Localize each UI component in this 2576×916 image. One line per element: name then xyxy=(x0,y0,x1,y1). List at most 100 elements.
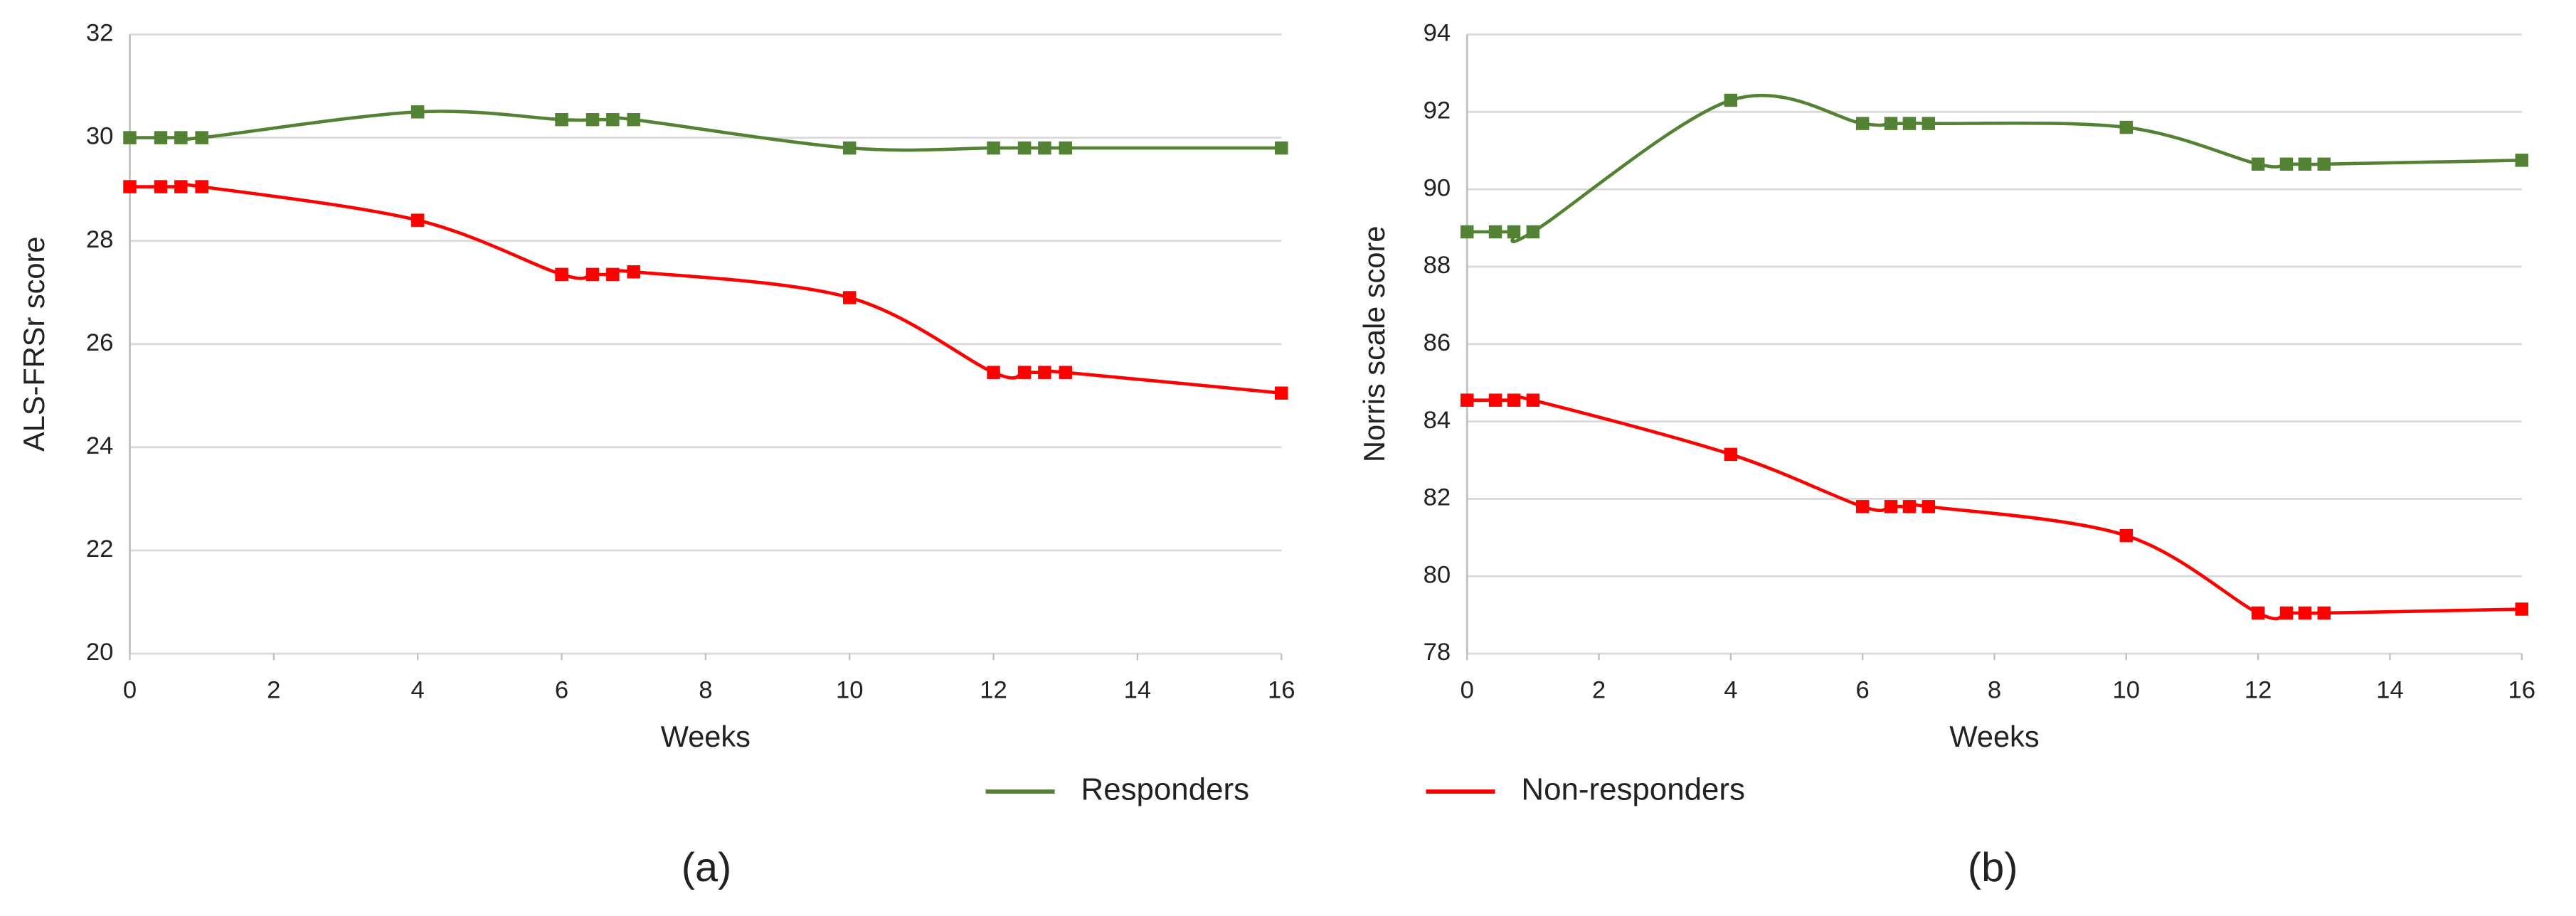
data-point xyxy=(2317,157,2331,171)
data-point xyxy=(410,105,425,119)
data-point xyxy=(2251,157,2265,171)
y-tick-label: 84 xyxy=(1424,407,1451,434)
x-tick-label: 4 xyxy=(411,676,425,703)
data-point xyxy=(555,267,568,282)
data-point xyxy=(987,141,1000,155)
data-point xyxy=(1488,225,1502,239)
x-tick-label: 2 xyxy=(267,676,280,703)
y-tick-label: 92 xyxy=(1424,97,1451,124)
data-point xyxy=(2119,528,2134,543)
data-point xyxy=(1922,500,1936,513)
data-point xyxy=(1855,117,1870,130)
data-point xyxy=(987,366,1000,379)
data-point xyxy=(154,131,168,144)
y-tick-label: 28 xyxy=(86,226,114,253)
data-point xyxy=(585,112,600,127)
legend-label: Non-responders xyxy=(1521,772,1745,807)
data-point xyxy=(2317,606,2331,620)
data-point xyxy=(1526,225,1540,239)
y-tick-label: 20 xyxy=(86,639,114,666)
x-tick-label: 12 xyxy=(2244,676,2272,703)
y-axis-label: ALS-FRSr score xyxy=(17,237,51,452)
data-point xyxy=(1038,141,1051,155)
x-tick-label: 10 xyxy=(2113,676,2141,703)
data-point xyxy=(1507,225,1521,239)
data-point xyxy=(2515,154,2529,167)
data-point xyxy=(1460,225,1474,239)
y-tick-label: 24 xyxy=(86,432,114,459)
data-point xyxy=(585,267,600,282)
y-tick-label: 26 xyxy=(86,329,114,356)
data-point xyxy=(1488,393,1502,407)
data-point xyxy=(2251,606,2265,620)
data-point xyxy=(2119,120,2134,134)
x-tick-label: 0 xyxy=(1461,676,1474,703)
data-point xyxy=(555,112,568,127)
data-point xyxy=(1902,117,1917,130)
data-point xyxy=(174,180,188,193)
data-point xyxy=(123,131,137,144)
x-tick-label: 8 xyxy=(699,676,712,703)
panel-label: (a) xyxy=(682,845,732,890)
panel-label: (b) xyxy=(1968,845,2018,890)
series-line xyxy=(129,182,1282,395)
data-point xyxy=(842,141,857,155)
data-point xyxy=(2279,606,2294,620)
x-tick-label: 0 xyxy=(123,676,137,703)
data-point xyxy=(1017,366,1032,379)
y-tick-label: 22 xyxy=(86,536,114,563)
data-point xyxy=(1038,366,1051,379)
data-point xyxy=(842,291,857,304)
x-tick-label: 2 xyxy=(1592,676,1606,703)
data-point xyxy=(1902,500,1917,513)
data-point xyxy=(627,112,640,127)
data-point xyxy=(1724,447,1738,462)
data-point xyxy=(1526,393,1540,407)
data-point xyxy=(1922,117,1936,130)
y-tick-label: 30 xyxy=(86,123,114,150)
data-point xyxy=(410,213,425,227)
x-tick-label: 6 xyxy=(1856,676,1870,703)
x-tick-label: 10 xyxy=(836,676,864,703)
y-tick-label: 32 xyxy=(86,20,114,47)
x-tick-label: 12 xyxy=(980,676,1007,703)
data-point xyxy=(606,112,620,127)
data-point xyxy=(1275,386,1288,400)
data-point xyxy=(2515,602,2529,616)
data-point xyxy=(1884,500,1898,513)
data-point xyxy=(1017,141,1032,155)
data-point xyxy=(1059,141,1072,155)
data-point xyxy=(123,180,137,193)
x-tick-label: 16 xyxy=(1268,676,1295,703)
data-point xyxy=(1884,117,1898,130)
data-point xyxy=(1059,366,1072,379)
x-tick-label: 14 xyxy=(2376,676,2404,703)
series-line xyxy=(129,110,1282,152)
data-point xyxy=(174,131,188,144)
data-point xyxy=(195,180,208,193)
x-tick-label: 14 xyxy=(1124,676,1152,703)
y-tick-label: 88 xyxy=(1424,252,1451,279)
data-point xyxy=(1724,93,1738,107)
y-tick-label: 94 xyxy=(1424,20,1451,47)
data-point xyxy=(1460,393,1474,407)
data-point xyxy=(2279,157,2294,171)
x-tick-label: 8 xyxy=(1988,676,2001,703)
data-point xyxy=(154,180,168,193)
series-line xyxy=(1467,93,2522,243)
x-axis-label: Weeks xyxy=(661,720,751,753)
data-point xyxy=(1855,500,1870,513)
y-tick-label: 86 xyxy=(1424,329,1451,356)
data-point xyxy=(1275,141,1288,155)
y-tick-label: 78 xyxy=(1424,639,1451,666)
x-tick-label: 4 xyxy=(1724,676,1737,703)
data-point xyxy=(2298,157,2312,171)
data-point xyxy=(195,131,208,144)
y-tick-label: 80 xyxy=(1424,561,1451,588)
data-point xyxy=(1507,393,1521,407)
data-point xyxy=(606,267,620,282)
data-point xyxy=(627,265,640,279)
y-axis-label: Norris scale score xyxy=(1357,226,1391,462)
